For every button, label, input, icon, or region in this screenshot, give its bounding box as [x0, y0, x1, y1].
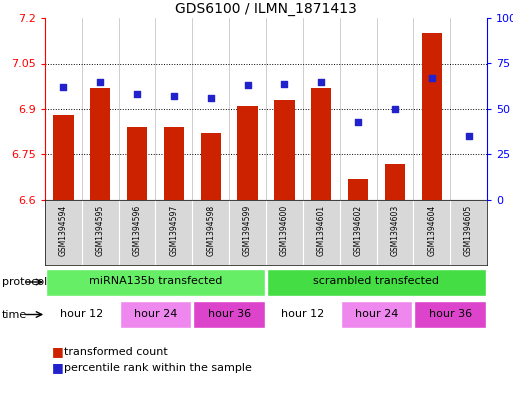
Bar: [267, 268, 486, 296]
Bar: [164, 127, 184, 200]
Point: [464, 133, 472, 140]
Text: GSM1394598: GSM1394598: [206, 205, 215, 256]
Text: GSM1394604: GSM1394604: [427, 205, 436, 257]
Point: [391, 106, 399, 112]
Text: scrambled transfected: scrambled transfected: [313, 276, 440, 286]
Text: ■: ■: [52, 362, 64, 375]
Text: GSM1394605: GSM1394605: [464, 205, 473, 257]
Text: hour 36: hour 36: [428, 309, 472, 319]
Bar: [46, 301, 117, 329]
Text: hour 24: hour 24: [355, 309, 398, 319]
Text: time: time: [2, 310, 27, 320]
Bar: [201, 133, 221, 200]
Text: GSM1394596: GSM1394596: [132, 205, 142, 257]
Bar: [193, 301, 265, 329]
Bar: [127, 127, 147, 200]
Bar: [311, 88, 331, 200]
Title: GDS6100 / ILMN_1871413: GDS6100 / ILMN_1871413: [175, 2, 357, 16]
Bar: [385, 163, 405, 200]
Text: GSM1394600: GSM1394600: [280, 205, 289, 257]
Bar: [267, 301, 339, 329]
Point: [60, 84, 68, 90]
Bar: [415, 301, 486, 329]
Point: [133, 91, 141, 97]
Bar: [46, 268, 265, 296]
Bar: [348, 179, 368, 200]
Text: protocol: protocol: [2, 277, 47, 287]
Text: GSM1394595: GSM1394595: [96, 205, 105, 257]
Text: hour 24: hour 24: [134, 309, 177, 319]
Text: GSM1394603: GSM1394603: [390, 205, 400, 257]
Bar: [274, 100, 294, 200]
Bar: [90, 88, 110, 200]
Bar: [120, 301, 191, 329]
Point: [244, 82, 252, 88]
Point: [96, 79, 104, 85]
Point: [207, 95, 215, 101]
Bar: [341, 301, 412, 329]
Text: hour 12: hour 12: [60, 309, 104, 319]
Bar: [238, 106, 258, 200]
Text: miRNA135b transfected: miRNA135b transfected: [89, 276, 222, 286]
Text: GSM1394601: GSM1394601: [317, 205, 326, 256]
Text: ■: ■: [52, 345, 64, 358]
Text: GSM1394599: GSM1394599: [243, 205, 252, 257]
Bar: [53, 115, 73, 200]
Text: transformed count: transformed count: [64, 347, 168, 357]
Point: [280, 81, 288, 87]
Text: GSM1394597: GSM1394597: [169, 205, 179, 257]
Text: percentile rank within the sample: percentile rank within the sample: [64, 363, 252, 373]
Point: [170, 93, 178, 99]
Text: GSM1394602: GSM1394602: [353, 205, 363, 256]
Point: [317, 79, 325, 85]
Text: hour 36: hour 36: [208, 309, 251, 319]
Point: [428, 75, 436, 81]
Text: GSM1394594: GSM1394594: [59, 205, 68, 257]
Text: hour 12: hour 12: [281, 309, 324, 319]
Point: [354, 119, 362, 125]
Bar: [422, 33, 442, 200]
